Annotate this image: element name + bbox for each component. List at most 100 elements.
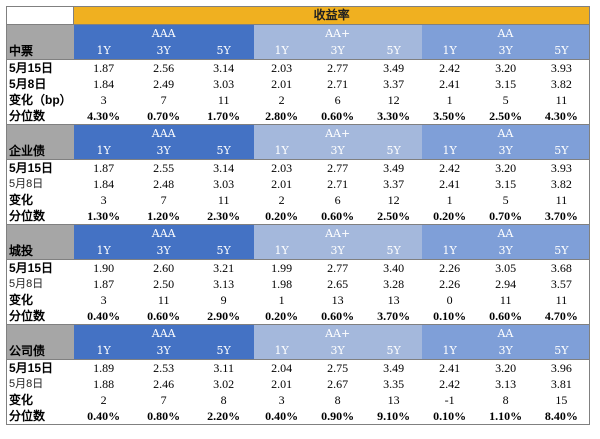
table-row: 5月8日 1.87 2.50 3.13 1.98 2.65 3.28 2.26 2.94 3.57 [5,276,591,292]
tenor-header: 3Y [309,242,366,260]
table-cell: 1 [446,192,453,207]
row-label: 5月15日 [5,259,74,276]
table-cell: 8 [502,392,509,407]
table-cell: 8 [220,392,227,407]
grade-header: AA [421,224,591,242]
table-row: 5月8日 1.84 2.49 3.03 2.01 2.71 3.37 2.41 3.15 3.82 [5,76,591,92]
table-cell: 1.99 [253,259,310,276]
grade-header: AA [421,324,591,342]
row-label: 变化 [5,392,74,408]
table-cell: 3.49 [365,359,422,376]
row-label: 分位数 [5,408,74,425]
table-cell: 1.87 [93,276,115,291]
tenor-header: 1Y [421,242,478,260]
table-cell: 7 [160,92,167,107]
section-tenor-row: 1Y 3Y 5Y 1Y 3Y 5Y 1Y 3Y 5Y [7,242,591,260]
table-cell: 7 [160,192,167,207]
table-cell: 0.20% [421,208,478,225]
table-cell: 2 [278,192,285,207]
tenor-header: 3Y [477,42,534,60]
table-cell: 2 [278,92,285,107]
section-name: 中票 [5,24,74,60]
grade-header: AA [421,124,591,142]
tenor-header: 1Y [253,242,310,260]
section-name: 公司债 [5,324,74,360]
tenor-header: 5Y [193,242,254,260]
table-cell: 3.15 [495,176,517,191]
table-cell: 3.50% [421,108,478,125]
tenor-header: 3Y [133,242,194,260]
row-label: 5月15日 [5,59,74,76]
table-cell: 0.90% [309,408,366,425]
table-cell: 7 [160,392,167,407]
table-cell: 2.49 [153,76,175,91]
table-cell: 2.75 [309,359,366,376]
section-tenor-row: 1Y 3Y 5Y 1Y 3Y 5Y 1Y 3Y 5Y [7,142,591,160]
table-row: 变化（bp） 3 7 11 2 6 12 1 5 11 [5,92,591,108]
table-row: 5月15日 1.87 2.55 3.14 2.03 2.77 3.49 2.42 3.20 3.9… [5,159,591,176]
section-grade-row: 企业债 AAA AA+ AA [5,124,591,160]
row-label: 变化（bp） [5,92,74,108]
table-cell: 1.70% [193,108,254,125]
table-cell: 2.01 [271,76,293,91]
table-cell: 3 [100,292,107,307]
grade-header: AAA [73,324,254,342]
table-row: 分位数 0.40% 0.80% 2.20% 0.40% 0.90% 9.10% 0.10% 1.… [5,408,591,425]
table-cell: 1.84 [93,76,115,91]
table-cell: 0.40% [73,408,134,425]
table-cell: 3.81 [533,376,591,392]
table-cell: 2.26 [421,259,478,276]
table-cell: 1 [446,92,453,107]
table-cell: 3.35 [383,376,405,391]
table-cell: 11 [499,292,512,307]
table-cell: 1.87 [73,59,134,76]
table-cell: 1.90 [73,259,134,276]
table-cell: 0.70% [133,108,194,125]
row-label: 分位数 [5,108,74,125]
table-cell: 2.01 [271,376,293,391]
table-cell: 4.30% [533,108,591,125]
row-label: 分位数 [5,208,74,225]
section-tenor-row: 1Y 3Y 5Y 1Y 3Y 5Y 1Y 3Y 5Y [7,42,591,60]
table-cell: 0.40% [253,408,310,425]
grade-header: AA+ [253,224,422,242]
tenor-header: 3Y [477,342,534,360]
tenor-header: 5Y [193,342,254,360]
table-cell: 3.82 [533,76,591,92]
table-cell: 3.20 [477,159,534,176]
table-cell: 3.49 [365,159,422,176]
tenor-header: 1Y [253,42,310,60]
row-label: 5月8日 [5,76,74,92]
row-label: 5月8日 [5,176,74,192]
row-label: 5月8日 [5,376,74,392]
table-cell: 12 [387,92,400,107]
tenor-header: 5Y [533,42,591,60]
table-cell: 2.48 [153,176,175,191]
tenor-header: 1Y [73,42,134,60]
table-cell: 0.40% [73,308,134,325]
table-cell: 0.10% [421,308,478,325]
table-cell: 2.53 [133,359,194,376]
tenor-header: 1Y [421,342,478,360]
tenor-header: 1Y [73,342,134,360]
table-cell: 2.42 [421,59,478,76]
table-cell: 3.68 [533,259,591,276]
table-cell: 2.94 [495,276,517,291]
table-cell: 9.10% [365,408,422,425]
table-title: 收益率 [73,6,591,25]
table-cell: 3.57 [533,276,591,292]
table-cell: 2.67 [327,376,349,391]
table-cell: 3.28 [383,276,405,291]
table-cell: 0.10% [421,408,478,425]
table-cell: 3.14 [193,59,254,76]
table-cell: 0.70% [477,208,534,225]
table-cell: 1 [278,292,285,307]
tenor-header: 5Y [193,42,254,60]
table-cell: 2.90% [193,308,254,325]
tenor-header: 5Y [365,142,422,160]
row-label: 分位数 [5,308,74,325]
table-cell: 2.50% [477,108,534,125]
tenor-header: 5Y [365,342,422,360]
table-cell: 6 [334,92,341,107]
table-cell: 11 [217,192,230,207]
